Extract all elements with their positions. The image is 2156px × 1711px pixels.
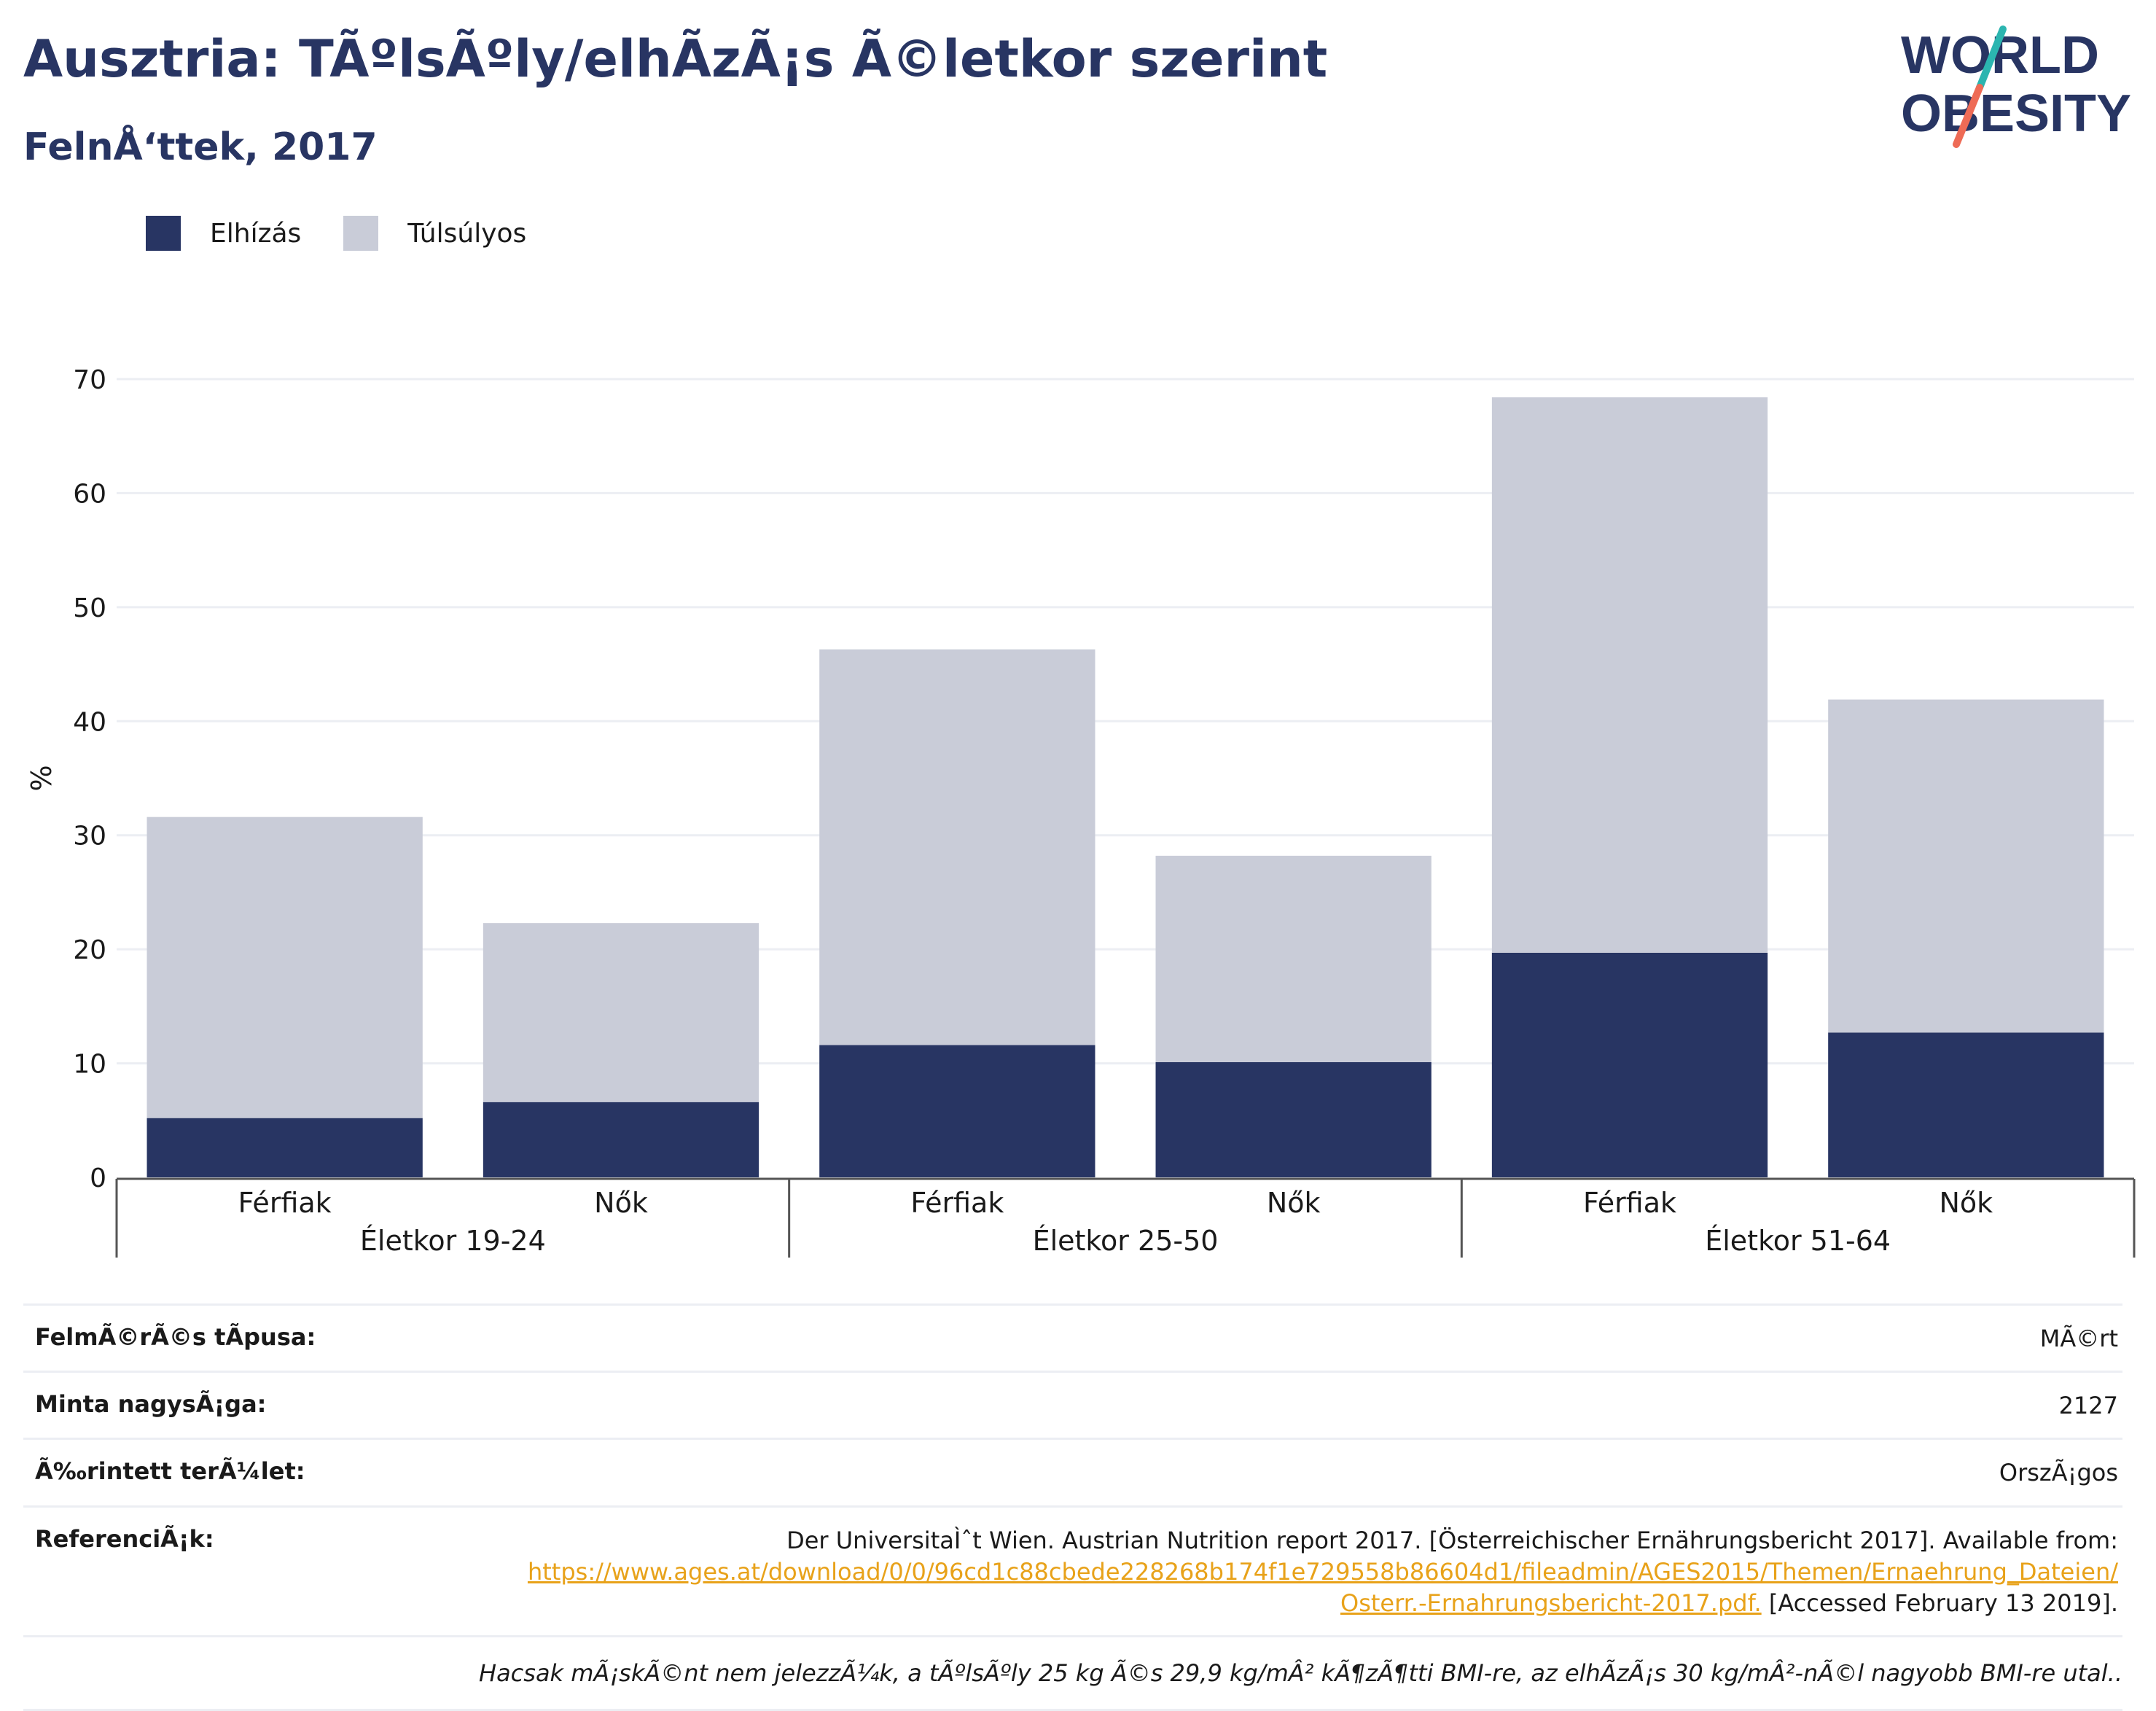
- chart-subtitle: FelnÅ‘ttek, 2017: [23, 125, 378, 169]
- chart-legend: Elhízás Túlsúlyos: [146, 216, 569, 251]
- chart-title: Ausztria: TÃºlsÃºly/elhÃ­zÃ¡s Ã©letkor s…: [23, 29, 1328, 89]
- y-tick-label: 50: [73, 593, 106, 623]
- bar-overweight: [1155, 855, 1432, 1063]
- footnote-text: Hacsak mÃ¡skÃ©nt nem jelezzÃ¼k, a tÃºlsÃ…: [479, 1659, 2122, 1688]
- legend-label-overweight: Túlsúlyos: [407, 218, 527, 249]
- y-tick-label: 0: [90, 1164, 106, 1193]
- meta-label: ReferenciÃ¡k:: [35, 1524, 214, 1553]
- y-tick-label: 20: [73, 935, 106, 965]
- y-tick-label: 40: [73, 707, 106, 737]
- y-axis-label: %: [26, 765, 58, 791]
- y-tick-label: 30: [73, 822, 106, 851]
- reference-accessed: [Accessed February 13 2019].: [1768, 1589, 2118, 1617]
- group-label: Életkor 51-64: [1705, 1225, 1891, 1257]
- x-tick-label: Nők: [1939, 1187, 1993, 1219]
- stacked-bar-chart: 0 10 20 30 40 50 60 70% Férfiak Nők Férfiak Nők Férf…: [26, 365, 2136, 1258]
- reference-link[interactable]: https://www.ages.at/download/0/0/96cd1c8…: [527, 1557, 2118, 1617]
- bar-obesity: [1828, 1032, 2104, 1177]
- x-tick-label: Nők: [1267, 1187, 1321, 1219]
- meta-value: 2127: [2058, 1392, 2118, 1420]
- legend-swatch-obesity: [146, 216, 181, 251]
- group-label: Életkor 19-24: [360, 1225, 546, 1257]
- legend-label-obesity: Elhízás: [210, 218, 302, 249]
- x-tick-label: Férfiak: [238, 1187, 332, 1219]
- legend-swatch-overweight: [343, 216, 379, 251]
- logo-line-2: OBESITY: [1901, 85, 2131, 143]
- x-tick-label: Nők: [594, 1187, 648, 1219]
- bar-overweight: [1828, 699, 2104, 1033]
- bar-obesity: [1155, 1062, 1432, 1177]
- meta-value: OrszÃ¡gos: [1999, 1459, 2118, 1487]
- legend-item-overweight[interactable]: Túlsúlyos: [343, 216, 526, 251]
- metadata-table: FelmÃ©rÃ©s tÃpusa: MÃ©rt Minta nagysÃ¡ga…: [23, 1303, 2122, 1711]
- logo-slash-coral: [1953, 84, 1983, 148]
- bar-obesity: [819, 1045, 1095, 1177]
- y-tick-label: 70: [73, 365, 106, 395]
- footnote-row: Hacsak mÃ¡skÃ©nt nem jelezzÃ¼k, a tÃºlsÃ…: [23, 1635, 2122, 1711]
- meta-row-sample-size: Minta nagysÃ¡ga: 2127: [23, 1371, 2122, 1438]
- meta-label: FelmÃ©rÃ©s tÃpusa:: [35, 1323, 316, 1351]
- bar-obesity: [147, 1118, 423, 1177]
- meta-label: Minta nagysÃ¡ga:: [35, 1390, 267, 1419]
- bar-overweight: [147, 816, 423, 1118]
- x-tick-label: Férfiak: [1583, 1187, 1676, 1219]
- bar-overweight: [483, 923, 759, 1102]
- reference-text: Der UniversitaÌˆt Wien. Austrian Nutriti…: [786, 1526, 2118, 1554]
- meta-value: MÃ©rt: [2039, 1325, 2118, 1352]
- world-obesity-logo: WORLD OBESITY: [1901, 26, 2131, 148]
- meta-row-area: Ã‰rintett terÃ¼let: OrszÃ¡gos: [23, 1438, 2122, 1505]
- meta-label: Ã‰rintett terÃ¼let:: [35, 1457, 305, 1486]
- x-tick-label: Férfiak: [910, 1187, 1004, 1219]
- meta-value-reference: Der UniversitaÌˆt Wien. Austrian Nutriti…: [515, 1525, 2122, 1620]
- y-tick-label: 60: [73, 479, 106, 509]
- legend-item-obesity[interactable]: Elhízás: [146, 216, 301, 251]
- logo-slash-teal: [1976, 26, 2007, 91]
- bar-obesity: [1491, 952, 1768, 1177]
- bar-overweight: [1491, 397, 1768, 953]
- meta-row-references: ReferenciÃ¡k: Der UniversitaÌˆt Wien. Au…: [23, 1505, 2122, 1636]
- bar-overweight: [819, 649, 1095, 1045]
- bar-obesity: [483, 1102, 759, 1177]
- meta-row-survey-type: FelmÃ©rÃ©s tÃpusa: MÃ©rt: [23, 1303, 2122, 1371]
- group-label: Életkor 25-50: [1033, 1225, 1219, 1257]
- y-tick-label: 10: [73, 1050, 106, 1080]
